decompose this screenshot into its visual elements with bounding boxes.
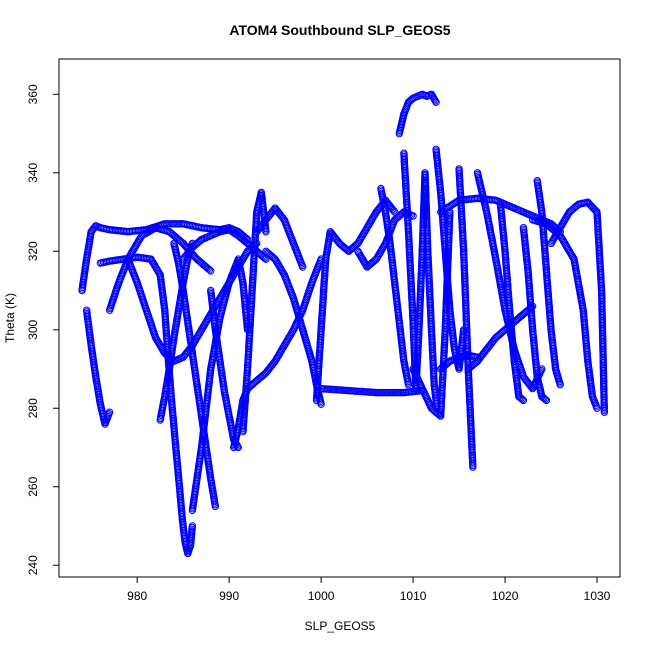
data-series-layer xyxy=(78,90,609,558)
y-tick-label: 360 xyxy=(26,84,40,104)
data-point xyxy=(262,228,270,236)
x-tick-label: 990 xyxy=(219,589,239,603)
data-point xyxy=(204,265,212,273)
data-series xyxy=(207,286,243,452)
data-point xyxy=(207,267,215,275)
data-series xyxy=(179,226,270,263)
data-series xyxy=(262,247,325,408)
data-point xyxy=(205,266,214,274)
data-series xyxy=(437,351,482,373)
data-series xyxy=(239,188,270,436)
data-point xyxy=(317,400,325,408)
data-point xyxy=(188,522,197,530)
data-series xyxy=(400,149,441,412)
chart-title: ATOM4 Southbound SLP_GEOS5 xyxy=(229,22,450,38)
data-point xyxy=(342,245,351,254)
y-tick-label: 280 xyxy=(26,398,40,418)
plot-area-frame xyxy=(58,58,621,578)
data-point xyxy=(443,359,452,367)
y-tick-label: 260 xyxy=(26,476,40,496)
y-tick-label: 300 xyxy=(26,319,40,339)
data-point xyxy=(404,381,413,389)
x-tick-label: 1030 xyxy=(584,589,611,603)
y-axis: 240 260 280 300 320 340 360 xyxy=(26,84,59,575)
y-tick-label: 240 xyxy=(26,555,40,575)
y-tick-label: 320 xyxy=(26,241,40,261)
data-series xyxy=(317,384,426,397)
data-point xyxy=(195,237,204,246)
x-tick-label: 1010 xyxy=(400,589,427,603)
x-axis: 980 990 1000 1010 1020 1030 xyxy=(127,577,611,603)
data-point xyxy=(390,207,398,215)
data-series xyxy=(377,184,413,389)
x-tick-label: 980 xyxy=(127,589,147,603)
data-point xyxy=(343,246,352,255)
data-series xyxy=(312,196,399,405)
data-point xyxy=(211,502,220,511)
x-tick-label: 1000 xyxy=(308,589,335,603)
x-axis-label: SLP_GEOS5 xyxy=(305,619,376,633)
data-series xyxy=(253,204,307,271)
x-tick-label: 1020 xyxy=(492,589,519,603)
data-series xyxy=(105,224,215,314)
data-series xyxy=(464,302,537,373)
y-axis-label: Theta (K) xyxy=(3,293,17,343)
data-series xyxy=(395,90,440,138)
data-point xyxy=(299,263,307,271)
data-series xyxy=(82,306,114,428)
data-point xyxy=(407,96,415,104)
data-point xyxy=(431,97,439,105)
data-series xyxy=(455,165,477,471)
data-point xyxy=(432,98,440,106)
y-tick-label: 340 xyxy=(26,162,40,182)
data-point xyxy=(105,408,114,416)
